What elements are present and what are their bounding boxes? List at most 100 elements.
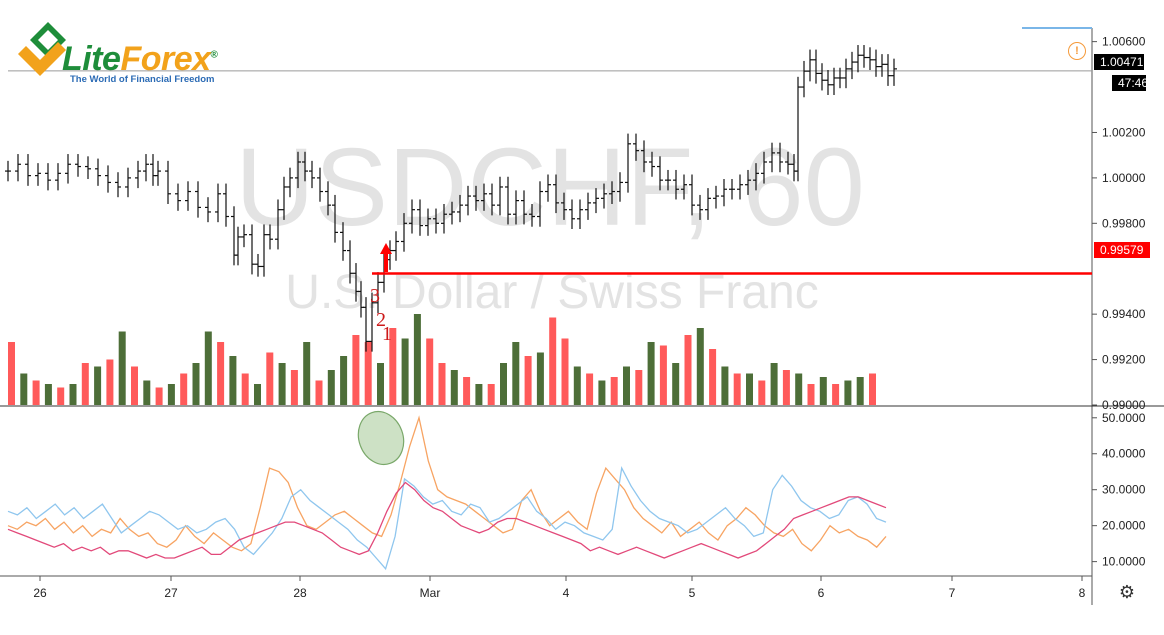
- time-tick-label: Mar: [420, 586, 441, 600]
- time-tick-label: 27: [164, 586, 178, 600]
- volume-bar: [623, 366, 630, 405]
- volume-bar: [709, 349, 717, 405]
- volume-bar: [254, 384, 261, 405]
- volume-bar: [389, 328, 397, 405]
- wave-count-label: 3: [370, 285, 380, 307]
- brand-tagline: The World of Financial Freedom: [70, 74, 215, 85]
- volume-bar: [278, 363, 286, 405]
- volume-bar: [524, 356, 532, 405]
- volume-bar: [573, 366, 581, 405]
- volume-bar: [401, 338, 409, 405]
- volume-bar: [81, 363, 89, 405]
- volume-bar: [635, 370, 643, 405]
- volume-bar: [832, 384, 840, 405]
- volume-bar: [463, 377, 471, 405]
- volume-bar: [106, 359, 114, 405]
- time-tick-label: 4: [563, 586, 570, 600]
- brand-name: LiteForex®: [62, 40, 218, 79]
- volume-bar: [364, 342, 372, 405]
- volume-bar: [167, 384, 175, 405]
- watermark-description: U.S. Dollar / Swiss Franc: [285, 266, 818, 319]
- volume-bar: [44, 384, 52, 405]
- arrow-head-icon: [380, 243, 392, 254]
- volume-bar: [32, 380, 40, 405]
- volume-bar: [94, 366, 102, 405]
- volume-bar: [561, 338, 569, 405]
- volume-bar: [598, 380, 606, 405]
- volume-bar: [672, 363, 680, 405]
- volume-bar: [315, 380, 323, 405]
- price-tick-label: 0.99800: [1102, 216, 1146, 230]
- volume-bar: [155, 387, 163, 405]
- time-tick-label: 7: [949, 586, 956, 600]
- registered-mark: ®: [210, 49, 218, 61]
- volume-bar: [438, 363, 446, 405]
- time-tick-label: 26: [33, 586, 47, 600]
- price-tick-label: 0.99400: [1102, 307, 1146, 321]
- highlight-ellipse: [357, 410, 405, 466]
- volume-bar: [856, 377, 864, 405]
- volume-bar: [20, 373, 28, 405]
- volume-bar: [426, 338, 434, 405]
- volume-bar: [746, 373, 753, 405]
- volume-bar: [475, 384, 483, 405]
- price-tick-label: 0.99200: [1102, 353, 1146, 367]
- volume-bar: [180, 373, 188, 405]
- volume-bar: [69, 384, 77, 405]
- countdown-tag: 47:46: [1112, 75, 1148, 91]
- volume-bar: [549, 317, 557, 405]
- volume-bar: [327, 370, 335, 405]
- price-tick-label: 1.00200: [1102, 125, 1146, 139]
- volume-bar: [290, 370, 298, 405]
- indicator-line: [7, 481, 887, 559]
- volume-bar: [450, 370, 458, 405]
- volume-bar: [819, 377, 827, 405]
- volume-bar: [500, 363, 507, 405]
- volume-bar: [696, 328, 704, 405]
- volume-bar: [758, 380, 766, 405]
- volume-bar: [659, 345, 667, 405]
- volume-bar: [733, 373, 741, 405]
- volume-bar: [610, 377, 618, 405]
- volume-bar: [229, 356, 237, 405]
- wave-count-label: 2: [376, 309, 386, 331]
- time-tick-label: 6: [818, 586, 825, 600]
- time-tick-label: 8: [1079, 586, 1086, 600]
- price-tick-label: 1.00000: [1102, 171, 1146, 185]
- volume-bar: [352, 335, 360, 405]
- price-tick-label: 1.00600: [1102, 35, 1146, 49]
- current-price-tag: 1.00471: [1094, 54, 1144, 70]
- volume-bar: [770, 363, 778, 405]
- alert-icon[interactable]: !: [1068, 42, 1086, 60]
- volume-bar: [241, 373, 249, 405]
- indicator-line: [7, 466, 887, 571]
- brand-name-part1: Lite: [62, 40, 121, 78]
- indicator-tick-label: 20.0000: [1102, 519, 1146, 533]
- volume-bar: [512, 342, 520, 405]
- volume-bar: [795, 373, 803, 405]
- indicator-tick-label: 30.0000: [1102, 483, 1146, 497]
- wave-count-label: 1: [382, 323, 392, 345]
- volume-bar: [869, 373, 876, 405]
- volume-bar: [143, 380, 151, 405]
- volume-bar: [721, 366, 729, 405]
- volume-bar: [413, 314, 421, 405]
- volume-bar: [586, 373, 594, 405]
- volume-bar: [217, 342, 225, 405]
- watermark-symbol: USDCHF, 60: [235, 126, 865, 249]
- volume-bar: [266, 352, 274, 405]
- volume-bar: [340, 356, 348, 405]
- volume-bar: [192, 363, 200, 405]
- logo-mark-icon: [18, 22, 66, 76]
- volume-bar: [684, 335, 692, 405]
- volume-bar: [377, 363, 384, 405]
- time-tick-label: 28: [293, 586, 307, 600]
- volume-bar: [782, 370, 790, 405]
- indicator-tick-label: 50.0000: [1102, 411, 1146, 425]
- volume-bar: [536, 352, 544, 405]
- indicator-line: [7, 415, 887, 552]
- gear-icon[interactable]: ⚙: [1118, 582, 1136, 603]
- time-tick-label: 5: [689, 586, 696, 600]
